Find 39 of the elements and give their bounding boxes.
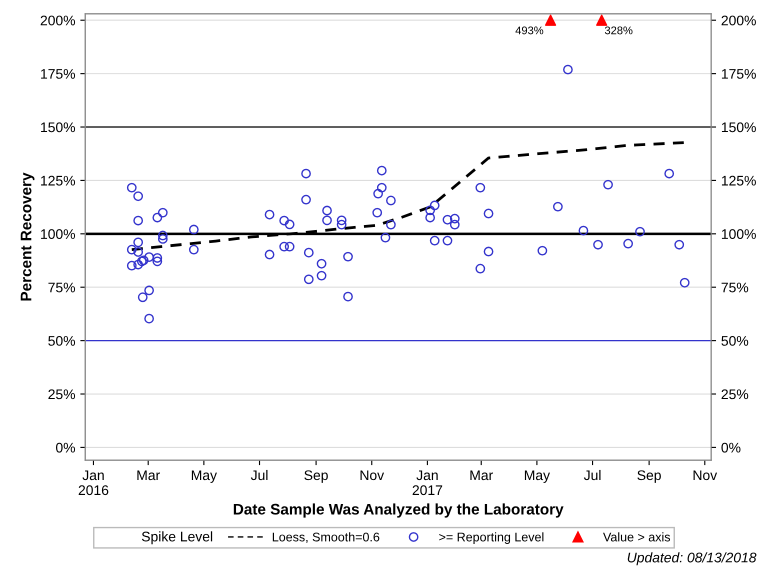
x-tick-label: Sep (304, 470, 328, 483)
y2-tick-label: 25% (722, 389, 748, 400)
x-tick-label: Jul (250, 470, 268, 480)
y2-tick-label: 0% (721, 442, 740, 453)
x-axis-title: Date Sample Was Analyzed by the Laboratory (234, 503, 564, 518)
y2-tick-label: 150% (722, 122, 756, 132)
x-tick-label: Sep (637, 470, 661, 483)
x-tick-label: Jan 2016 (78, 470, 108, 496)
x-tick-label: May (524, 470, 550, 483)
y-tick-label: 0% (56, 442, 76, 453)
x-tick-label: Mar (470, 470, 493, 480)
x-tick-label: Nov (360, 470, 384, 480)
y2-tick-label: 50% (721, 336, 748, 346)
x-tick-label: Jan 2017 (412, 470, 442, 496)
x-tick-label: Nov (694, 470, 718, 480)
legend-label: Value > axis (603, 532, 670, 542)
y-tick-label: 125% (41, 176, 76, 186)
text: Updated: 08/13/2018 (628, 552, 756, 566)
x-tick-label: Jul (584, 470, 600, 480)
y-tick-label: 25% (48, 389, 76, 400)
y-tick-label: 200% (40, 16, 76, 26)
y-tick-label: 150% (41, 122, 76, 132)
y2-tick-label: 75% (722, 282, 748, 292)
x-tick-label: Mar (137, 470, 160, 480)
x-tick-label: May (192, 470, 217, 483)
y2-tick-label: 125% (722, 176, 756, 186)
legend-label: >= Reporting Level (439, 532, 544, 544)
legend-title: Spike Level (142, 531, 212, 544)
legend-label: Loess, Smooth=0.6 (272, 532, 380, 543)
annotation: 493% (515, 26, 544, 34)
annotation: 328% (604, 26, 632, 34)
y-tick-label: 50% (48, 336, 76, 346)
y-tick-label: 175% (41, 69, 76, 79)
y-tick-label: 100% (41, 229, 76, 239)
y2-tick-label: 200% (722, 16, 756, 26)
y-axis-title: Percent Recovery (20, 172, 34, 301)
y2-tick-label: 175% (722, 69, 756, 79)
y-tick-label: 75% (48, 282, 76, 292)
y2-tick-label: 100% (722, 229, 756, 239)
